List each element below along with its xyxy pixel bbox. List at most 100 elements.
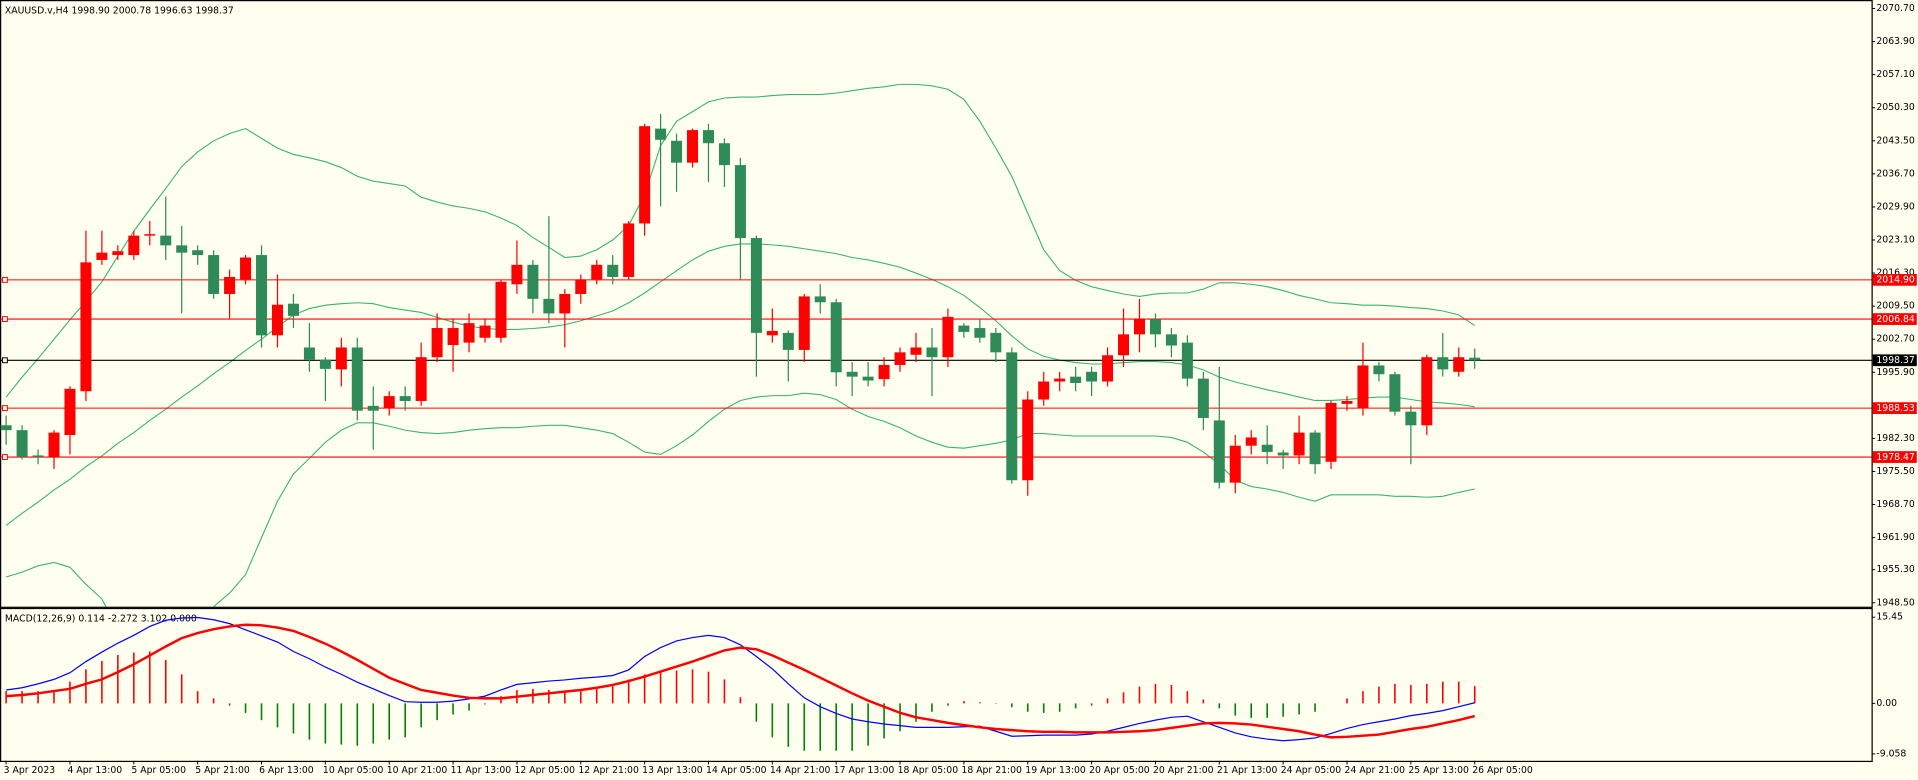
candle-body: [415, 357, 427, 401]
candle-body: [431, 328, 443, 358]
candle-body: [958, 325, 970, 332]
level-label: 1978.47: [1876, 452, 1914, 463]
level-marker: [1, 316, 8, 323]
candle-body: [463, 323, 475, 343]
candle-body: [208, 255, 220, 294]
chart-title: XAUUSD.v,H4 1998.90 2000.78 1996.63 1998…: [5, 6, 234, 17]
candle-body: [623, 223, 635, 277]
candle-body: [1229, 445, 1241, 483]
candle-body: [639, 126, 651, 224]
candle-body: [575, 279, 587, 294]
candle-body: [1038, 381, 1050, 400]
candle-body: [112, 251, 124, 256]
candle-body: [80, 262, 92, 392]
plot-area: [5, 616, 1476, 751]
candle-body: [894, 352, 906, 365]
candle-body: [192, 250, 204, 256]
y-tick-label: 2009.50: [1876, 301, 1914, 312]
indicator-line: [6, 616, 1475, 742]
candle-body: [287, 303, 299, 316]
candle-body: [527, 264, 539, 299]
candle-body: [96, 252, 108, 260]
candle-body: [160, 235, 172, 246]
x-tick-label: 3 Apr 2023: [4, 765, 56, 776]
candle-body: [718, 143, 730, 166]
candle-body: [1261, 444, 1273, 453]
candle-body: [830, 302, 842, 373]
candle-body: [862, 376, 874, 381]
level-label-box: [1872, 451, 1917, 463]
candle-body: [128, 235, 140, 256]
y-tick-label: 2050.30: [1876, 102, 1914, 113]
candle-body: [1022, 399, 1034, 481]
x-tick-label: 5 Apr 21:00: [195, 765, 250, 776]
level-label-box: [1872, 313, 1917, 325]
candle-body: [144, 234, 156, 236]
level-label-box: [1872, 402, 1917, 414]
y-tick-label: 2070.70: [1876, 3, 1914, 14]
candle-body: [1421, 357, 1433, 426]
y-tick-label: 0.00: [1876, 698, 1897, 709]
x-tick-label: 10 Apr 05:00: [323, 765, 384, 776]
level-label: 2014.90: [1876, 275, 1914, 286]
candle-body: [910, 347, 922, 355]
y-tick-label: 1982.30: [1876, 433, 1914, 444]
candle-body: [383, 396, 395, 409]
candle-body: [335, 347, 347, 370]
price-panel-frame: [0, 0, 1873, 608]
candle-body: [1357, 365, 1369, 409]
level-marker: [1, 357, 8, 364]
candle-body: [1469, 357, 1481, 361]
candle-body: [750, 238, 762, 333]
candle-body: [559, 293, 571, 314]
level-marker: [1, 454, 8, 460]
y-tick-label: 1955.30: [1876, 564, 1914, 575]
candle-body: [399, 396, 411, 401]
candle-body: [1133, 319, 1145, 335]
y-tick-label: 1975.50: [1876, 466, 1914, 477]
candle-body: [271, 304, 283, 336]
candle-body: [1245, 437, 1257, 446]
candle-body: [655, 128, 667, 140]
candle-body: [1102, 355, 1114, 382]
y-tick-label: 15.45: [1876, 612, 1903, 623]
y-tick-label: 2036.70: [1876, 168, 1914, 179]
level-label-box: [1872, 274, 1917, 286]
y-tick-label: 2057.10: [1876, 69, 1914, 80]
candle-body: [798, 296, 810, 350]
candle-body: [974, 328, 986, 338]
x-tick-label: 12 Apr 05:00: [514, 765, 575, 776]
y-tick-label: 2029.90: [1876, 201, 1914, 212]
x-tick-label: 5 Apr 05:00: [131, 765, 186, 776]
y-tick-label: -9.058: [1876, 748, 1906, 759]
candle-body: [1325, 402, 1337, 462]
candle-body: [1341, 400, 1353, 404]
band-line: [5, 83, 1476, 398]
y-tick-label: 2023.10: [1876, 235, 1914, 246]
level-label: 2006.84: [1876, 314, 1914, 325]
candle-body: [702, 130, 714, 144]
x-tick-label: 12 Apr 21:00: [578, 765, 639, 776]
x-tick-label: 11 Apr 13:00: [451, 765, 512, 776]
x-tick-label: 24 Apr 05:00: [1281, 765, 1342, 776]
candle-body: [1453, 357, 1465, 372]
x-tick-label: 6 Apr 13:00: [259, 765, 314, 776]
y-tick-label: 1961.90: [1876, 532, 1914, 543]
candle-body: [942, 316, 954, 358]
candle-body: [734, 165, 746, 239]
candle-body: [1437, 357, 1449, 370]
candle-body: [1086, 371, 1098, 382]
candle-body: [303, 347, 315, 360]
candle-body: [687, 130, 699, 163]
candle-body: [1149, 319, 1161, 335]
level-label: 1998.37: [1876, 355, 1914, 366]
x-tick-label: 20 Apr 21:00: [1153, 765, 1214, 776]
y-tick-label: 1968.70: [1876, 499, 1914, 510]
x-tick-label: 19 Apr 13:00: [1025, 765, 1086, 776]
y-tick-label: 2063.90: [1876, 36, 1914, 47]
candle-body: [16, 430, 28, 457]
x-tick-label: 20 Apr 05:00: [1089, 765, 1150, 776]
